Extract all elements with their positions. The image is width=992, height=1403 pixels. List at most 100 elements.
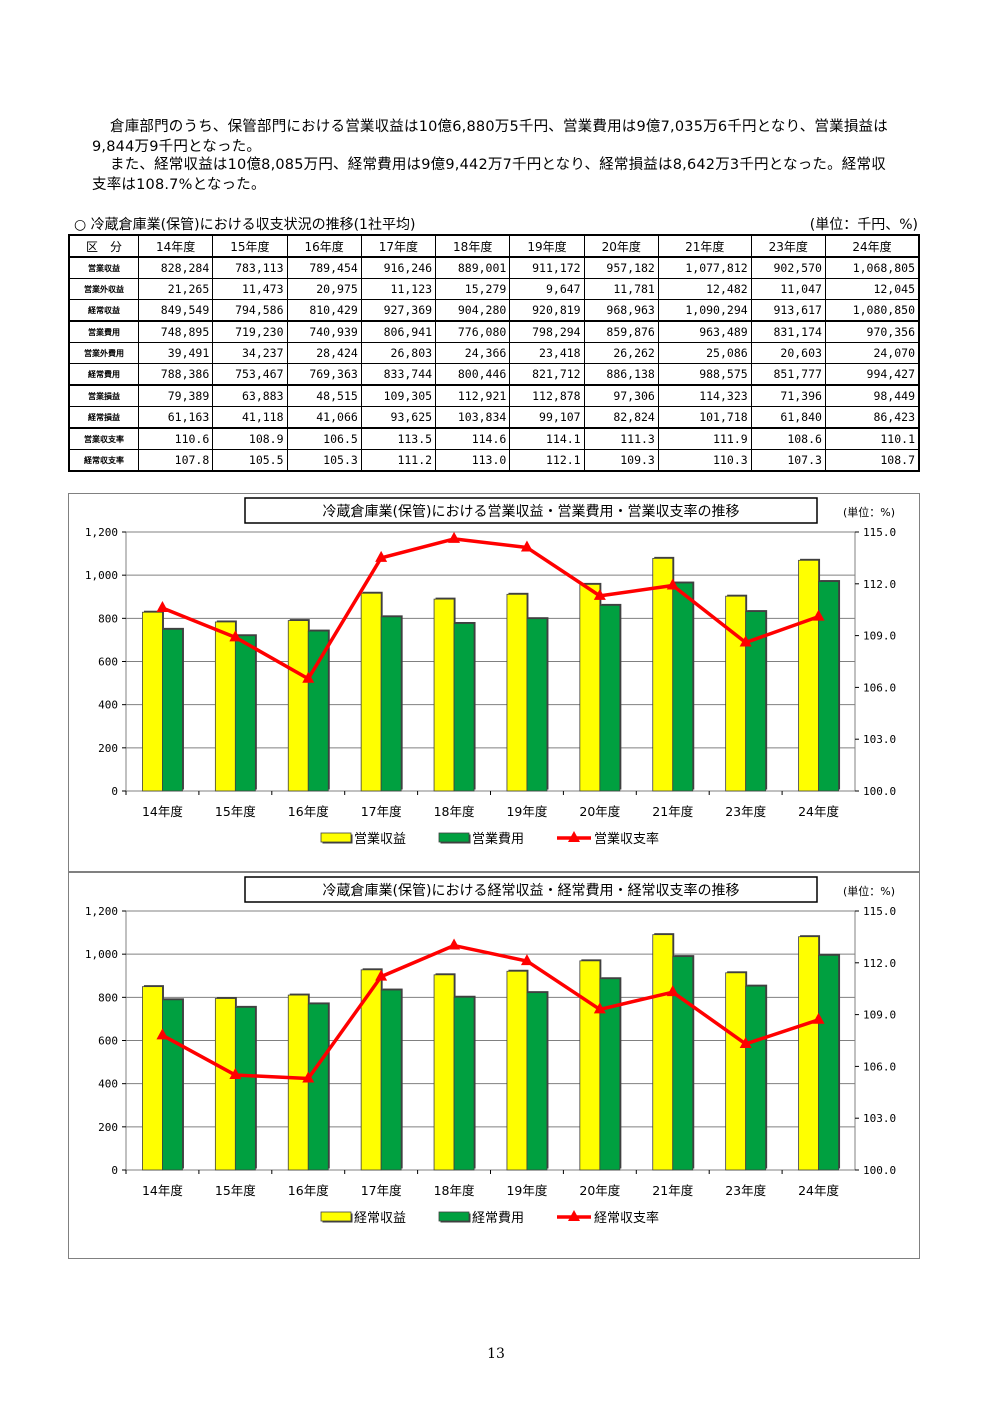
table-cell: 849,549 [137,299,214,322]
table-cell: 24,070 [824,342,920,364]
bar-経常費用 [453,996,475,1171]
bar-営業費用 [526,618,548,792]
row-label: 経常費用 [68,363,139,386]
table-cell: 748,895 [137,320,214,343]
line-marker [520,954,533,966]
table-cell: 806,941 [360,320,437,343]
table-cell: 111.2 [360,449,437,472]
row-label: 経常収益 [68,299,139,322]
table-cell: 112,878 [509,384,585,407]
table-cell: 113.5 [360,427,437,450]
chart-operating-frame: 冷蔵倉庫業(保管)における営業収益・営業費用・営業収支率の推移 (単位：%) 0 20… [68,493,920,872]
table-cell: 114,323 [657,384,752,407]
table-cell: 26,262 [583,342,659,364]
table-unit: (単位：千円、%) [809,217,918,233]
table-cell: 108.6 [750,427,826,450]
table-cell: 788,386 [137,363,214,386]
chart-title: 冷蔵倉庫業(保管)における営業収益・営業費用・営業収支率の推移 [323,503,740,520]
category-label: 14年度 [142,1183,183,1198]
table-cell: 41,066 [286,406,362,429]
table-cell: 776,080 [435,320,511,343]
bar-経常収益 [725,972,747,1171]
table-cell: 831,174 [750,320,826,343]
table-cell: 114.6 [435,427,511,450]
table-cell: 920,819 [509,299,585,322]
bar-経常収益 [652,934,674,1171]
table-cell: 1,090,294 [657,299,752,322]
left-tick-label: 1,000 [85,569,118,582]
legend-swatch [320,1211,352,1222]
table-cell: 97,306 [583,384,659,407]
bar-経常費用 [162,999,183,1171]
paragraph-operating: 倉庫部門のうち、保管部門における営業収益は10億6,880万5千円、営業費用は9… [92,119,888,155]
bar-営業収益 [142,611,163,792]
line-marker [666,985,679,997]
table-cell: 24,366 [435,342,511,364]
bar-営業費用 [745,611,767,792]
category-label: 16年度 [288,1183,329,1198]
category-label: 19年度 [506,804,547,819]
row-label: 経常損益 [68,406,139,429]
right-tick-label: 109.0 [863,630,896,643]
legend-label: 営業費用 [472,831,524,847]
legend-swatch [438,1211,470,1222]
line-marker [812,609,825,621]
table-cell: 20,975 [286,278,362,300]
category-label: 17年度 [361,1183,402,1198]
legend-swatch [438,832,470,843]
line-marker [812,1012,825,1024]
line-marker [156,600,169,612]
column-header: 21年度 [657,234,752,258]
table-cell: 913,617 [750,299,826,322]
legend-marker [568,831,580,842]
line-marker [593,1002,606,1014]
bar-営業収益 [360,592,382,792]
table-cell: 113.0 [435,449,511,472]
line-marker [520,540,533,552]
chart-unit-label: (単位：%) [843,884,895,898]
column-header: 15年度 [212,234,288,258]
row-label: 営業損益 [68,384,139,407]
table-cell: 106.5 [286,427,362,450]
table-cell: 957,182 [583,256,659,279]
table-cell: 110.3 [657,449,752,472]
line-marker [739,635,752,647]
table-cell: 108.7 [824,449,920,472]
table-cell: 994,427 [824,363,920,386]
table-cell: 1,068,805 [824,256,920,279]
table-cell: 12,045 [824,278,920,300]
table-cell: 11,123 [360,278,437,300]
table-cell: 20,603 [750,342,826,364]
line-marker [739,1036,752,1048]
table-cell: 800,446 [435,363,511,386]
table-cell: 11,047 [750,278,826,300]
table-cell: 98,449 [824,384,920,407]
legend-label: 営業収益 [354,831,406,847]
category-label: 18年度 [434,804,475,819]
table-cell: 23,418 [509,342,585,364]
legend-label: 経常費用 [472,1211,524,1226]
table-cell: 86,423 [824,406,920,429]
table-cell: 108.9 [212,427,288,450]
category-label: 23年度 [725,804,766,819]
category-label: 15年度 [215,804,256,819]
column-header: 23年度 [750,234,826,258]
header-category: 区 分 [68,234,139,258]
table-row: 営業費用 748,895 719,230 740,939 806,941 776,080 7… [68,320,920,343]
row-label: 経常収支率 [68,449,139,472]
chart-title-box [244,497,818,524]
bar-営業費用 [234,635,256,792]
table-cell: 9,647 [509,278,585,300]
table-header-row: 区 分 14年度 15年度 16年度 17年度 18年度 19年度 20年度 21年度 23年度… [68,234,920,258]
column-header: 16年度 [286,234,362,258]
line-marker [229,630,242,642]
line-marker [375,550,388,562]
chart-ordinary: 冷蔵倉庫業(保管)における経常収益・経常費用・経常収支率の推移 (単位：%) 0 20… [85,876,896,1226]
category-label: 23年度 [725,1183,766,1198]
table-cell: 12,482 [657,278,752,300]
table-cell: 794,586 [212,299,288,322]
table-cell: 109,305 [360,384,437,407]
table-cell: 810,429 [286,299,362,322]
table-row: 経常費用 788,386 753,467 769,363 833,744 800,446 8… [68,363,920,386]
line-marker [302,671,315,683]
